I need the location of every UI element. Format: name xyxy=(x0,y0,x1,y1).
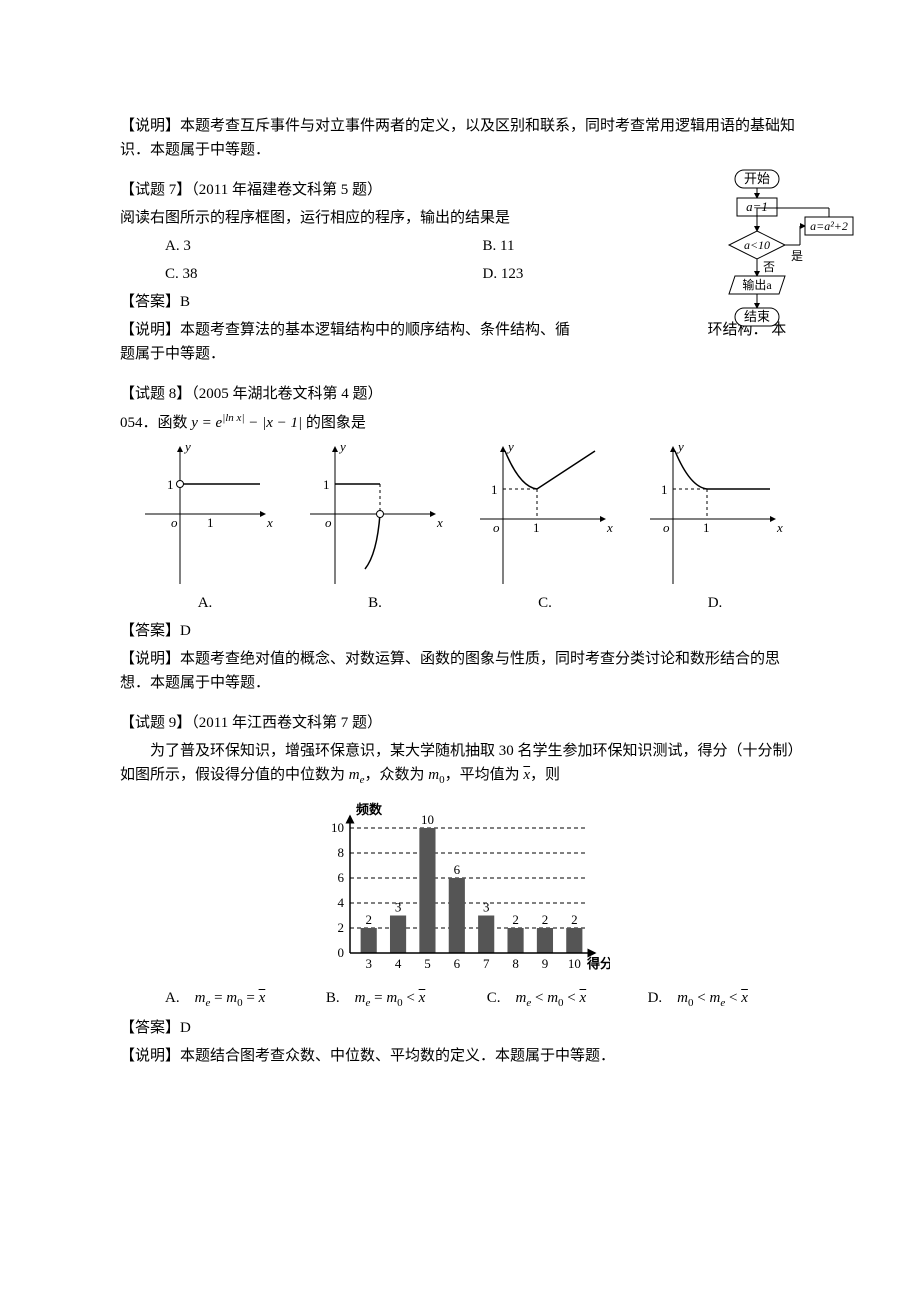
q7-explain: 【说明】本题考查算法的基本逻辑结构中的顺序结构、条件结构、循 环结构． 本题属于… xyxy=(120,318,800,366)
graph-a: x y o 1 1 A. xyxy=(135,439,275,615)
q9-explain: 【说明】本题结合图考查众数、中位数、平均数的定义．本题属于中等题． xyxy=(120,1044,800,1068)
q9-block: 【试题 9】（2011 年江西卷文科第 7 题） 为了普及环保知识，增强环保意识… xyxy=(120,711,800,1068)
flow-no: 否 xyxy=(763,260,775,274)
q6-explain: 【说明】本题考查互斥事件与对立事件两者的定义，以及区别和联系，同时考查常用逻辑用… xyxy=(120,114,800,162)
graph-b-label: B. xyxy=(305,591,445,615)
svg-text:4: 4 xyxy=(395,956,402,971)
q9-heading: 【试题 9】（2011 年江西卷文科第 7 题） xyxy=(120,711,800,735)
axis-x-label: x xyxy=(606,520,613,535)
svg-text:得分: 得分 xyxy=(586,956,610,971)
axis-origin: o xyxy=(325,515,332,530)
axis-one-x: 1 xyxy=(703,520,710,535)
axis-x-label: x xyxy=(436,515,443,530)
q7-stem: 阅读右图所示的程序框图，运行相应的程序，输出的结果是 xyxy=(120,206,800,230)
svg-text:2: 2 xyxy=(512,912,519,927)
svg-text:10: 10 xyxy=(421,812,434,827)
svg-text:3: 3 xyxy=(483,899,490,914)
flow-end: 结束 xyxy=(744,309,770,324)
graph-b: x y o 1 B. xyxy=(305,439,445,615)
flow-update: a=a²+2 xyxy=(810,219,848,233)
axis-y-label: y xyxy=(183,439,191,454)
q9-choice-b: B. me = m0 < x xyxy=(326,986,478,1013)
q8-heading: 【试题 8】（2005 年湖北卷文科第 4 题） xyxy=(120,382,800,406)
graph-a-label: A. xyxy=(135,591,275,615)
axis-one-y: 1 xyxy=(323,477,330,492)
q8-stem-post: 的图象是 xyxy=(306,415,366,431)
svg-text:3: 3 xyxy=(365,956,372,971)
svg-text:9: 9 xyxy=(542,956,549,971)
svg-text:6: 6 xyxy=(454,956,461,971)
svg-text:8: 8 xyxy=(338,845,345,860)
q8-explain: 【说明】本题考查绝对值的概念、对数运算、函数的图象与性质，同时考查分类讨论和数形… xyxy=(120,647,800,695)
q7-block: 【试题 7】（2011 年福建卷文科第 5 题） 阅读右图所示的程序框图，运行相… xyxy=(120,178,800,366)
flowchart-svg: 开始 a=1 a<10 是 a=a²+2 否 输 xyxy=(705,168,855,343)
graph-d-label: D. xyxy=(645,591,785,615)
q7-explain-part1: 【说明】本题考查算法的基本逻辑结构中的顺序结构、条件结构、循 xyxy=(120,322,570,338)
axis-one-y: 1 xyxy=(167,477,174,492)
svg-text:0: 0 xyxy=(338,945,345,960)
q8-stem-pre: 054．函数 xyxy=(120,415,191,431)
flow-yes: 是 xyxy=(791,249,803,263)
axis-origin: o xyxy=(493,520,500,535)
svg-text:5: 5 xyxy=(424,956,431,971)
axis-y-label: y xyxy=(338,439,346,454)
axis-origin: o xyxy=(663,520,670,535)
q7-answer: 【答案】B xyxy=(120,290,800,314)
q8-block: 【试题 8】（2005 年湖北卷文科第 4 题） 054．函数 y = e|ln… xyxy=(120,382,800,695)
q9-choices: A. me = m0 = x B. me = m0 < x C. me < m0… xyxy=(165,986,800,1013)
graph-c: x y o 1 1 C. xyxy=(475,439,615,615)
q9-stem4: ，则 xyxy=(530,767,560,783)
q8-graphs: x y o 1 1 A. x y o 1 xyxy=(120,439,800,615)
axis-x-label: x xyxy=(776,520,783,535)
q9-choice-d: D. m0 < me < x xyxy=(648,986,800,1013)
q9-stem3: ，平均值为 xyxy=(445,767,524,783)
svg-text:10: 10 xyxy=(331,820,344,835)
axis-one-y: 1 xyxy=(661,482,668,497)
svg-text:8: 8 xyxy=(512,956,519,971)
q7-choice-a: A. 3 xyxy=(165,234,483,258)
q9-choice-c: C. me < m0 < x xyxy=(487,986,639,1013)
q9-answer: 【答案】D xyxy=(120,1016,800,1040)
q9-histogram: 0 2 4 6 8 10 2 3 3 4 10 5 6 6 3 7 2 8 2 9 2 10 频数得分 xyxy=(120,798,800,978)
axis-one-y: 1 xyxy=(491,482,498,497)
svg-text:2: 2 xyxy=(542,912,549,927)
q9-stem2: ，众数为 xyxy=(365,767,429,783)
svg-text:4: 4 xyxy=(338,895,345,910)
graph-c-label: C. xyxy=(475,591,615,615)
q8-stem-math: y = e|ln x| − |x − 1| xyxy=(191,415,302,431)
axis-y-label: y xyxy=(506,439,514,454)
svg-text:10: 10 xyxy=(568,956,581,971)
axis-x-label: x xyxy=(266,515,273,530)
axis-origin: o xyxy=(171,515,178,530)
svg-text:7: 7 xyxy=(483,956,490,971)
q9-stem: 为了普及环保知识，增强环保意识，某大学随机抽取 30 名学生参加环保知识测试，得… xyxy=(120,739,800,790)
q8-stem: 054．函数 y = e|ln x| − |x − 1| 的图象是 xyxy=(120,410,800,435)
axis-y-label: y xyxy=(676,439,684,454)
flow-start: 开始 xyxy=(744,171,770,186)
q9-choice-a: A. me = m0 = x xyxy=(165,986,317,1013)
axis-one-x: 1 xyxy=(533,520,540,535)
axis-one-x: 1 xyxy=(207,515,214,530)
q7-heading: 【试题 7】（2011 年福建卷文科第 5 题） xyxy=(120,178,800,202)
histogram-svg: 0 2 4 6 8 10 2 3 3 4 10 5 6 6 3 7 2 8 2 9 2 10 频数得分 xyxy=(310,798,610,978)
q7-choice-c: C. 38 xyxy=(165,262,483,286)
svg-text:频数: 频数 xyxy=(356,802,383,817)
svg-text:6: 6 xyxy=(338,870,345,885)
svg-text:6: 6 xyxy=(454,862,461,877)
svg-text:3: 3 xyxy=(395,899,402,914)
q8-answer: 【答案】D xyxy=(120,619,800,643)
svg-text:2: 2 xyxy=(365,912,372,927)
flow-cond: a<10 xyxy=(744,238,770,252)
flow-out: 输出a xyxy=(742,277,772,292)
graph-d: x y o 1 1 D. xyxy=(645,439,785,615)
svg-text:2: 2 xyxy=(338,920,345,935)
svg-text:2: 2 xyxy=(571,912,578,927)
flowchart-diagram: 开始 a=1 a<10 是 a=a²+2 否 输 xyxy=(705,168,855,343)
